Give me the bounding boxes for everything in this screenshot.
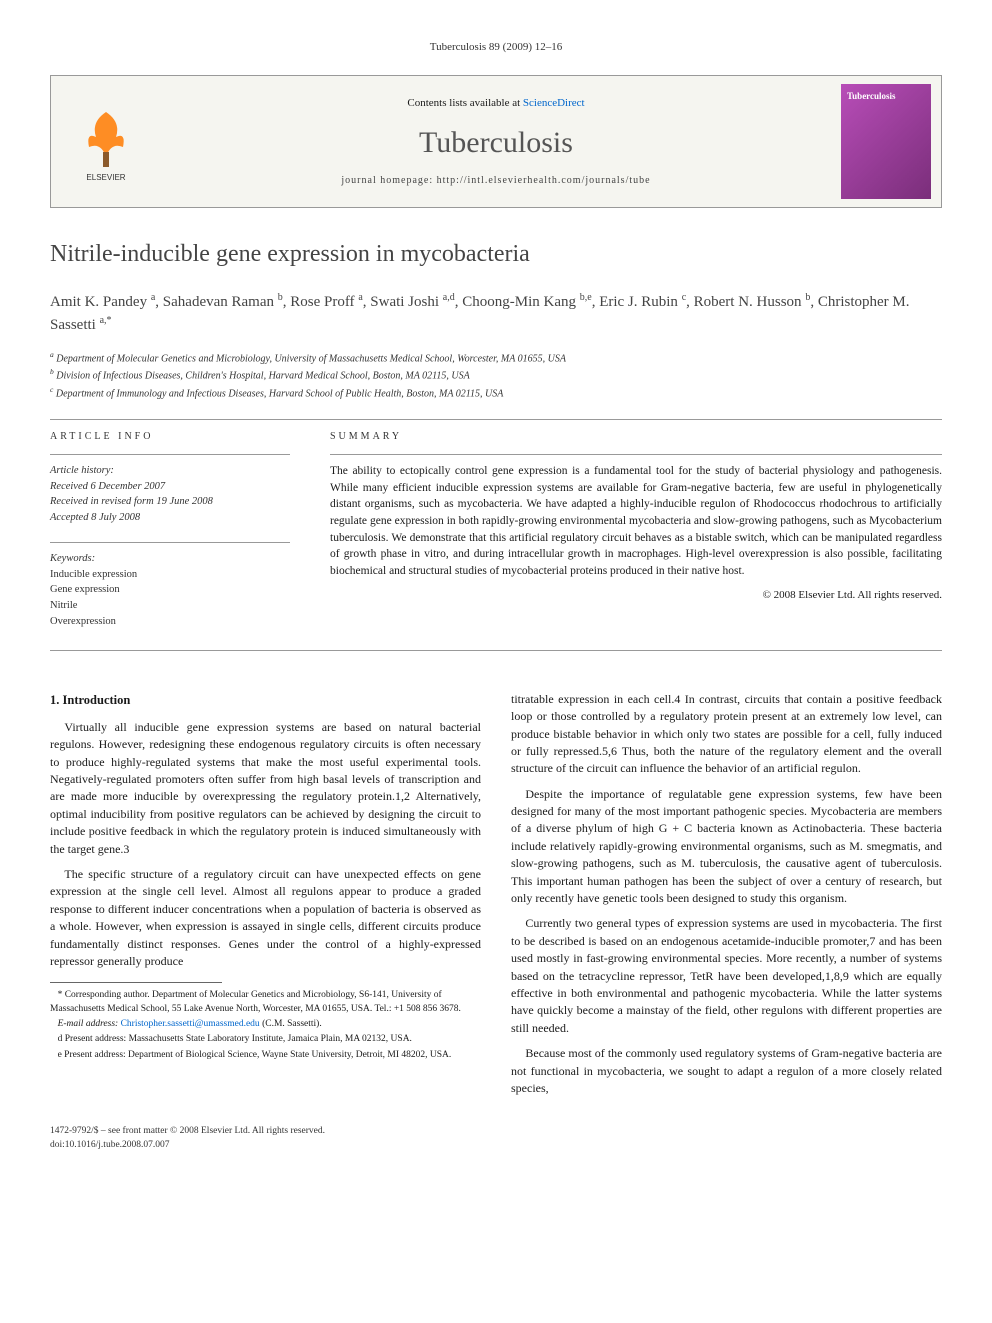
footer-left: 1472-9792/$ – see front matter © 2008 El…	[50, 1125, 325, 1152]
article-meta-row: ARTICLE INFO Article history: Received 6…	[50, 430, 942, 630]
article-history: Article history: Received 6 December 200…	[50, 463, 290, 526]
article-body: 1. Introduction Virtually all inducible …	[50, 691, 942, 1106]
banner-center: Contents lists available at ScienceDirec…	[161, 76, 831, 207]
abstract-text: The ability to ectopically control gene …	[330, 463, 942, 580]
article-info-col: ARTICLE INFO Article history: Received 6…	[50, 430, 290, 630]
summary-col: SUMMARY The ability to ectopically contr…	[330, 430, 942, 630]
page-footer: 1472-9792/$ – see front matter © 2008 El…	[50, 1125, 942, 1152]
section-heading-introduction: 1. Introduction	[50, 691, 481, 709]
divider	[330, 454, 942, 455]
issn-line: 1472-9792/$ – see front matter © 2008 El…	[50, 1125, 325, 1138]
body-paragraph: Despite the importance of regulatable ge…	[511, 786, 942, 908]
article-info-label: ARTICLE INFO	[50, 430, 290, 444]
homepage-prefix: journal homepage:	[341, 175, 436, 186]
body-paragraph: titratable expression in each cell.4 In …	[511, 691, 942, 778]
present-address-footnote: d Present address: Massachusetts State L…	[50, 1033, 481, 1046]
keywords-label: Keywords:	[50, 551, 290, 567]
cover-title: Tuberculosis	[847, 90, 925, 103]
body-paragraph: Because most of the commonly used regula…	[511, 1045, 942, 1097]
history-item: Received in revised form 19 June 2008	[50, 494, 290, 510]
email-footnote: E-mail address: Christopher.sassetti@uma…	[50, 1018, 481, 1031]
corresponding-email-link[interactable]: Christopher.sassetti@umassmed.edu	[121, 1019, 260, 1029]
body-paragraph: The specific structure of a regulatory c…	[50, 866, 481, 970]
affiliation-item: b Division of Infectious Diseases, Child…	[50, 366, 942, 383]
running-head: Tuberculosis 89 (2009) 12–16	[50, 40, 942, 55]
present-address-footnote: e Present address: Department of Biologi…	[50, 1049, 481, 1062]
article-title: Nitrile-inducible gene expression in myc…	[50, 238, 942, 272]
history-item: Received 6 December 2007	[50, 479, 290, 495]
elsevier-tree-icon: ELSEVIER	[71, 102, 141, 182]
divider	[50, 542, 290, 543]
journal-homepage-line: journal homepage: http://intl.elsevierhe…	[171, 174, 821, 188]
journal-name: Tuberculosis	[171, 122, 821, 164]
journal-banner: ELSEVIER Contents lists available at Sci…	[50, 75, 942, 208]
publisher-logo-cell: ELSEVIER	[51, 76, 161, 207]
corresponding-author-footnote: * Corresponding author. Department of Mo…	[50, 989, 481, 1016]
contents-prefix: Contents lists available at	[407, 97, 522, 109]
publisher-name: ELSEVIER	[86, 173, 125, 182]
affiliation-list: a Department of Molecular Genetics and M…	[50, 349, 942, 401]
sciencedirect-link[interactable]: ScienceDirect	[523, 97, 585, 109]
divider	[50, 419, 942, 420]
author-list: Amit K. Pandey a, Sahadevan Raman b, Ros…	[50, 290, 942, 337]
footnotes: * Corresponding author. Department of Mo…	[50, 989, 481, 1061]
keyword: Overexpression	[50, 614, 290, 630]
keyword: Gene expression	[50, 582, 290, 598]
journal-homepage-link[interactable]: http://intl.elsevierhealth.com/journals/…	[437, 175, 651, 186]
keywords-block: Keywords: Inducible expression Gene expr…	[50, 551, 290, 630]
doi-line: doi:10.1016/j.tube.2008.07.007	[50, 1139, 325, 1152]
keyword: Nitrile	[50, 598, 290, 614]
divider	[50, 650, 942, 651]
body-paragraph: Currently two general types of expressio…	[511, 915, 942, 1037]
history-label: Article history:	[50, 463, 290, 479]
history-item: Accepted 8 July 2008	[50, 510, 290, 526]
affiliation-item: a Department of Molecular Genetics and M…	[50, 349, 942, 366]
cover-thumb-cell: Tuberculosis	[831, 76, 941, 207]
divider	[50, 454, 290, 455]
email-suffix: (C.M. Sassetti).	[260, 1019, 322, 1029]
contents-list-line: Contents lists available at ScienceDirec…	[171, 96, 821, 111]
journal-cover-thumbnail: Tuberculosis	[841, 84, 931, 199]
keyword: Inducible expression	[50, 567, 290, 583]
email-label: E-mail address:	[58, 1019, 121, 1029]
footnote-separator	[50, 982, 222, 983]
summary-label: SUMMARY	[330, 430, 942, 444]
affiliation-item: c Department of Immunology and Infectiou…	[50, 384, 942, 401]
abstract-copyright: © 2008 Elsevier Ltd. All rights reserved…	[330, 588, 942, 603]
body-paragraph: Virtually all inducible gene expression …	[50, 719, 481, 858]
